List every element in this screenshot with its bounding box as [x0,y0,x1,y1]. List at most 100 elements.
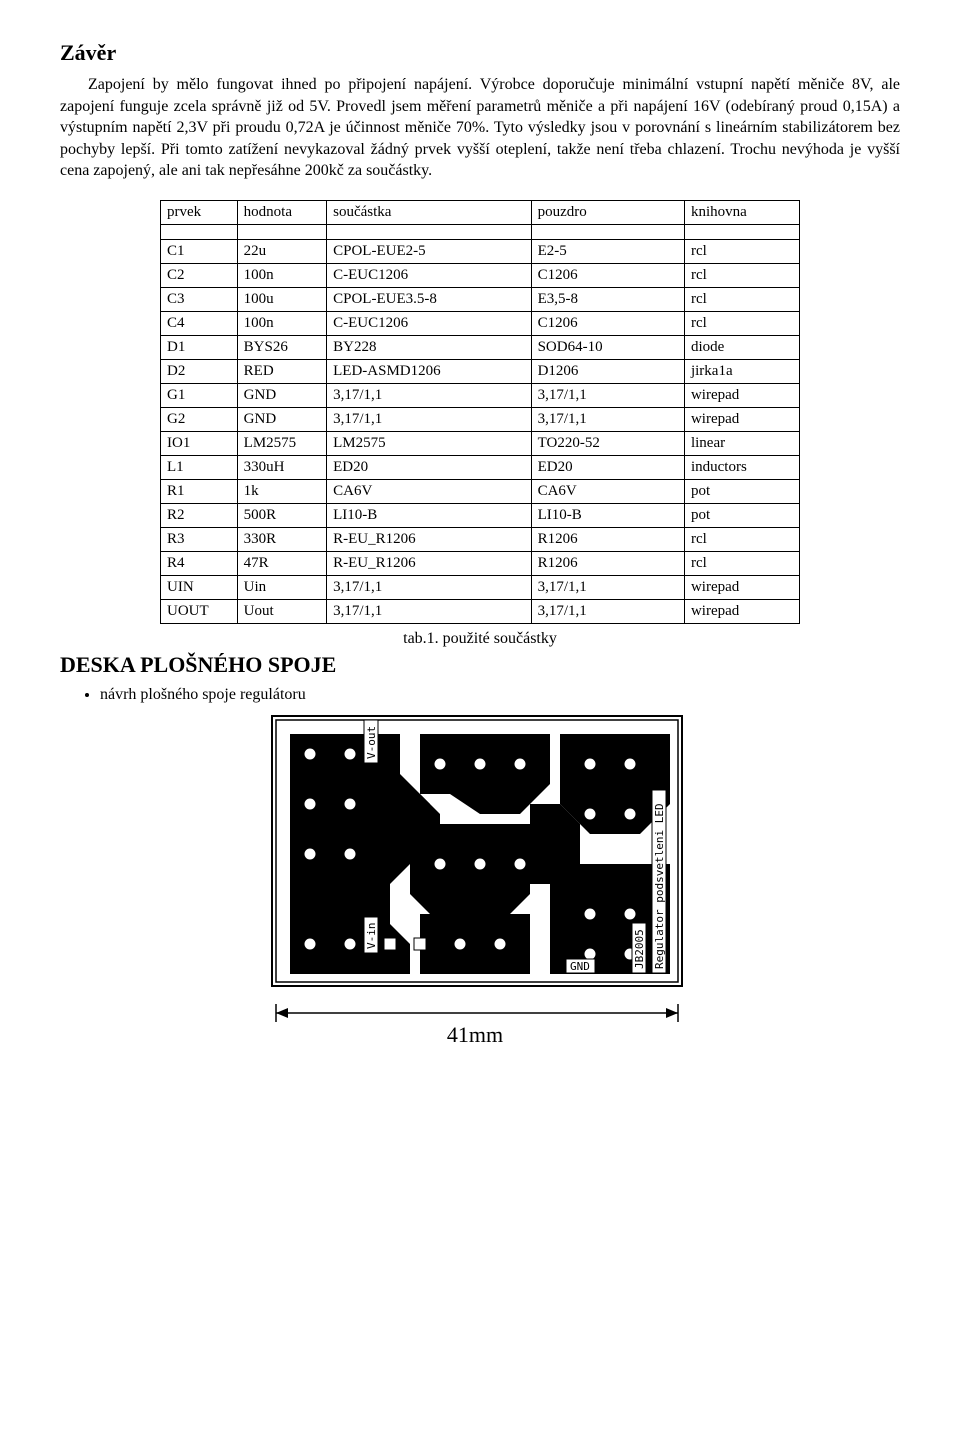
pcb-figure: V-outV-inGNDRegulator podsvetleni LEDJB2… [60,714,900,1089]
table-cell: R2 [161,503,238,527]
table-row: D1BYS26BY228SOD64-10diode [161,335,800,359]
table-body: C122uCPOL-EUE2-5E2-5rclC2100nC-EUC1206C1… [161,224,800,623]
table-cell: 500R [237,503,326,527]
table-cell: UIN [161,575,238,599]
table-cell: wirepad [684,383,799,407]
table-header-cell: hodnota [237,200,326,224]
heading-deska: DESKA PLOŠNÉHO SPOJE [60,652,900,678]
table-cell: R3 [161,527,238,551]
svg-text:Regulator podsvetleni LED: Regulator podsvetleni LED [653,803,666,969]
table-cell: R-EU_R1206 [327,527,531,551]
table-cell: Uout [237,599,326,623]
table-cell: CA6V [327,479,531,503]
table-cell: E2-5 [531,239,684,263]
table-cell: IO1 [161,431,238,455]
table-row: IO1LM2575LM2575TO220-52linear [161,431,800,455]
table-cell: C-EUC1206 [327,311,531,335]
table-cell: LI10-B [327,503,531,527]
table-cell: LM2575 [237,431,326,455]
table-cell: SOD64-10 [531,335,684,359]
table-cell: C1206 [531,311,684,335]
table-cell: rcl [684,551,799,575]
table-cell: wirepad [684,407,799,431]
paragraph-conclusion: Zapojení by mělo fungovat ihned po připo… [60,74,900,182]
table-cell [161,224,238,239]
table-row: C122uCPOL-EUE2-5E2-5rcl [161,239,800,263]
table-cell: rcl [684,263,799,287]
table-cell: E3,5-8 [531,287,684,311]
table-cell: 22u [237,239,326,263]
table-cell: 1k [237,479,326,503]
table-cell: 100u [237,287,326,311]
table-row: UINUin3,17/1,13,17/1,1wirepad [161,575,800,599]
table-cell: C2 [161,263,238,287]
table-cell: pot [684,479,799,503]
table-cell: LM2575 [327,431,531,455]
table-row: R2500RLI10-BLI10-Bpot [161,503,800,527]
table-cell: R1206 [531,527,684,551]
table-cell: CA6V [531,479,684,503]
table-cell: D1 [161,335,238,359]
table-cell: D2 [161,359,238,383]
pcb-image: V-outV-inGNDRegulator podsvetleni LEDJB2… [270,714,690,1084]
table-header-cell: knihovna [684,200,799,224]
table-cell: L1 [161,455,238,479]
table-cell [531,224,684,239]
table-cell: GND [237,383,326,407]
table-cell: wirepad [684,599,799,623]
table-cell: 3,17/1,1 [327,383,531,407]
table-cell: 3,17/1,1 [327,599,531,623]
table-cell [684,224,799,239]
table-cell: D1206 [531,359,684,383]
table-cell: C1 [161,239,238,263]
table-cell: C3 [161,287,238,311]
table-header-cell: pouzdro [531,200,684,224]
table-cell: 3,17/1,1 [531,407,684,431]
table-cell: RED [237,359,326,383]
table-cell: R1206 [531,551,684,575]
table-row: R447RR-EU_R1206R1206rcl [161,551,800,575]
table-cell: 100n [237,263,326,287]
table-cell: TO220-52 [531,431,684,455]
table-cell: CPOL-EUE2-5 [327,239,531,263]
table-cell: BY228 [327,335,531,359]
table-cell [237,224,326,239]
table-cell: rcl [684,311,799,335]
table-row: L1330uHED20ED20inductors [161,455,800,479]
table-cell: 330uH [237,455,326,479]
table-cell: 100n [237,311,326,335]
table-row: D2REDLED-ASMD1206D1206jirka1a [161,359,800,383]
table-cell: R1 [161,479,238,503]
table-cell: 3,17/1,1 [531,575,684,599]
bullet-list: návrh plošného spoje regulátoru [100,686,900,704]
svg-text:41mm: 41mm [447,1022,503,1047]
table-cell: 3,17/1,1 [531,383,684,407]
table-cell: linear [684,431,799,455]
table-cell: jirka1a [684,359,799,383]
table-cell: inductors [684,455,799,479]
table-cell: G1 [161,383,238,407]
table-cell: 3,17/1,1 [327,407,531,431]
table-cell: UOUT [161,599,238,623]
table-cell: 3,17/1,1 [327,575,531,599]
table-row: G2GND3,17/1,13,17/1,1wirepad [161,407,800,431]
table-cell: R4 [161,551,238,575]
table-row: C4100nC-EUC1206C1206rcl [161,311,800,335]
svg-text:JB2005: JB2005 [633,929,646,969]
table-cell: diode [684,335,799,359]
table-header-cell: součástka [327,200,531,224]
table-cell: 3,17/1,1 [531,599,684,623]
table-cell: CPOL-EUE3.5-8 [327,287,531,311]
table-row: R11kCA6VCA6Vpot [161,479,800,503]
table-spacer-row [161,224,800,239]
table-row: C2100nC-EUC1206C1206rcl [161,263,800,287]
svg-text:V-out: V-out [365,726,378,759]
table-cell: GND [237,407,326,431]
table-row: R3330RR-EU_R1206R1206rcl [161,527,800,551]
table-cell: ED20 [327,455,531,479]
table-cell: G2 [161,407,238,431]
table-header-cell: prvek [161,200,238,224]
table-cell: BYS26 [237,335,326,359]
table-cell: C4 [161,311,238,335]
table-cell: R-EU_R1206 [327,551,531,575]
